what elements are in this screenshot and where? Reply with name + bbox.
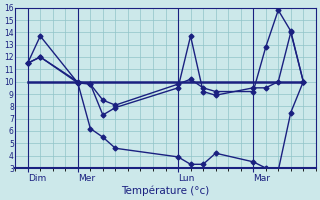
X-axis label: Température (°c): Température (°c) — [121, 185, 210, 196]
